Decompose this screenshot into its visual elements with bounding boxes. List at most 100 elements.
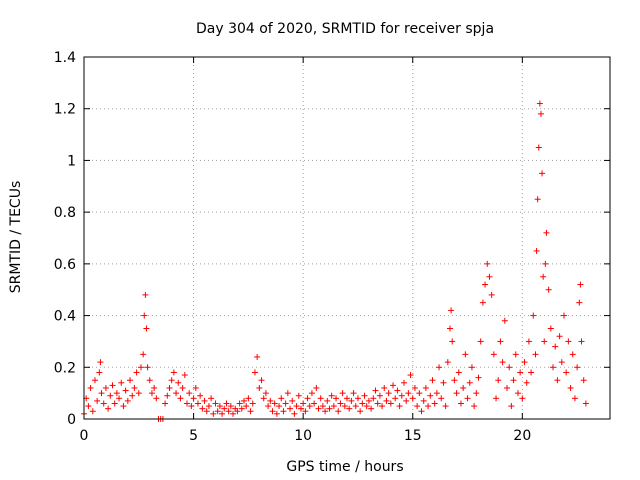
data-point [164, 392, 171, 399]
data-point [429, 377, 436, 384]
data-point [287, 405, 294, 412]
data-point [166, 384, 173, 391]
data-point [542, 260, 549, 267]
data-point [205, 403, 212, 410]
data-point [495, 377, 502, 384]
data-point [333, 395, 340, 402]
data-point [475, 374, 482, 381]
data-point [96, 369, 103, 376]
data-point [251, 369, 258, 376]
data-point [265, 403, 272, 410]
data-point [525, 338, 532, 345]
data-point [341, 403, 348, 410]
data-point [313, 384, 320, 391]
data-point [214, 408, 221, 415]
data-point [471, 403, 478, 410]
data-point [451, 377, 458, 384]
data-point [447, 325, 454, 332]
data-point [146, 377, 153, 384]
data-point [173, 390, 180, 397]
data-point [479, 299, 486, 306]
x-tick-label: 10 [294, 428, 312, 444]
data-point [221, 405, 228, 412]
data-point [409, 395, 416, 402]
data-point [563, 369, 570, 376]
data-point [462, 351, 469, 358]
data-point [420, 397, 427, 404]
data-point [567, 384, 574, 391]
data-point [280, 408, 287, 415]
data-point [271, 400, 278, 407]
data-point [414, 403, 421, 410]
data-point [440, 379, 447, 386]
data-point [181, 372, 188, 379]
data-point [162, 400, 169, 407]
data-point [137, 364, 144, 371]
y-tick-label: 1.4 [54, 50, 76, 66]
grid [84, 57, 610, 419]
data-point [363, 403, 370, 410]
data-point [337, 400, 344, 407]
data-point [431, 400, 438, 407]
data-point [383, 397, 390, 404]
y-axis-label: SRMTID / TECUs [8, 181, 24, 294]
data-point [379, 403, 386, 410]
data-point [508, 403, 515, 410]
data-point [344, 395, 350, 402]
data-point [240, 397, 247, 404]
data-point [574, 364, 581, 371]
data-point [315, 405, 322, 412]
data-point [455, 369, 462, 376]
data-point [488, 291, 495, 298]
data-point [98, 390, 105, 397]
data-point [339, 390, 346, 397]
y-tick-label: 1.2 [54, 102, 76, 118]
data-point [113, 390, 120, 397]
data-point [151, 384, 158, 391]
data-point [322, 408, 329, 415]
data-point [517, 369, 524, 376]
data-point [370, 395, 377, 402]
data-point [541, 338, 548, 345]
data-point [335, 408, 342, 415]
data-point [203, 408, 210, 415]
data-point [143, 325, 150, 332]
data-point [540, 273, 547, 280]
data-point [308, 390, 315, 397]
data-point [427, 392, 434, 399]
data-point [100, 400, 107, 407]
data-point [124, 397, 131, 404]
data-point [284, 390, 291, 397]
data-point [319, 403, 326, 410]
data-point [276, 403, 283, 410]
data-point [376, 392, 383, 399]
ticks: 0 5 10 15 20 0 0.2 0.4 0.6 0.8 1 1.2 1.4 [54, 50, 610, 444]
data-point [387, 400, 394, 407]
data-point [293, 403, 300, 410]
data-point [497, 338, 504, 345]
data-point [372, 387, 379, 394]
data-point [368, 405, 375, 412]
data-point [346, 405, 353, 412]
data-point [523, 379, 530, 386]
data-point [577, 281, 584, 288]
data-point [118, 379, 125, 386]
data-point [582, 400, 589, 407]
data-point [177, 395, 184, 402]
data-point [482, 281, 489, 288]
data-point [528, 369, 535, 376]
data-point [565, 338, 572, 345]
data-point [269, 408, 276, 415]
plot-frame [83, 56, 611, 420]
data-point [127, 377, 134, 384]
data-point [116, 395, 123, 402]
y-tick-label: 0.8 [54, 205, 76, 221]
data-point [392, 395, 399, 402]
data-point [212, 400, 219, 407]
data-point [490, 351, 497, 358]
data-point [199, 405, 206, 412]
data-point [438, 395, 445, 402]
data-point [311, 400, 318, 407]
